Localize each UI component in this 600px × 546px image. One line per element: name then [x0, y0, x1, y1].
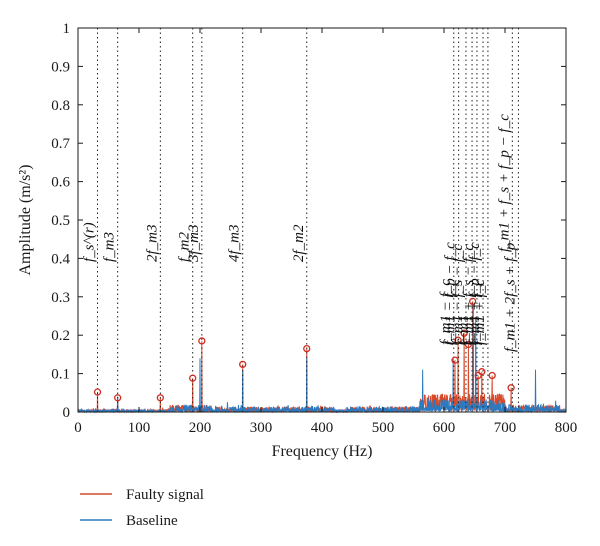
legend-label: Faulty signal	[126, 487, 204, 503]
peak-marker-0	[93, 388, 102, 396]
guide-lines	[97, 28, 519, 412]
peak-marker-13	[478, 368, 486, 376]
series-layer	[77, 301, 567, 414]
annotation-label: f_m1 − f_p − f_c	[443, 242, 459, 345]
legend-label: Baseline	[126, 513, 178, 529]
series-0-line	[77, 301, 567, 414]
x-tick-label: 500	[372, 420, 395, 436]
peak-marker-5	[239, 360, 247, 369]
annotation-label: f_m1 + 2f_s + f_p	[502, 242, 518, 352]
peak-marker-1	[114, 394, 122, 402]
annotation-label: f_m1 + f_s − f_c	[461, 244, 477, 345]
x-tick-label: 0	[74, 420, 82, 436]
annotation-label: f_m1 − f_c	[438, 279, 454, 345]
y-tick-label: 1	[63, 21, 71, 37]
annotation-label: f_m1	[456, 315, 472, 345]
annotation-label: 4f_m3	[227, 224, 243, 262]
peak-marker-2	[156, 394, 165, 402]
peak-marker-8	[454, 336, 462, 344]
peak-marker-6	[303, 344, 311, 353]
plot-frame	[77, 27, 567, 413]
x-axis-label: Frequency (Hz)	[272, 443, 373, 460]
annotation-label: 2f_m3	[144, 225, 160, 263]
annotation-label: f_m3	[102, 232, 118, 262]
y-tick-label: 0.3	[51, 290, 70, 306]
peak-marker-9	[460, 329, 468, 337]
legend: Faulty signal Baseline	[80, 487, 204, 529]
axes: 0 100 200 300 400 500 600 700 800 0 0.1 0.2 0.3 0.4 0.…	[17, 21, 577, 460]
y-tick-label: 0.7	[51, 136, 70, 152]
peak-marker-11	[469, 297, 477, 306]
annotation-label: f_m1 + f_p − f_c	[467, 242, 483, 345]
peak-markers	[93, 297, 515, 402]
y-tick-label: 0.5	[51, 213, 70, 229]
annotation-label: 2f_m2	[291, 224, 307, 262]
peak-marker-14	[488, 371, 496, 380]
annotation-label: f_m1 + f_c	[472, 279, 488, 345]
x-tick-label: 200	[189, 420, 212, 436]
annotation-label: f_m1 − f_s − f_c	[450, 244, 466, 345]
peak-marker-7	[451, 356, 459, 364]
peak-marker-10	[464, 340, 473, 349]
x-tick-label: 600	[433, 420, 456, 436]
x-tick-label: 700	[494, 420, 517, 436]
x-tick-label: 300	[250, 420, 273, 436]
x-tick-label: 100	[128, 420, 151, 436]
x-tick-label: 800	[555, 420, 578, 436]
y-axis-label: Amplitude (m/s²)	[17, 164, 34, 275]
annotation-label: f_m2	[177, 232, 193, 263]
x-tick-label: 400	[311, 420, 334, 436]
annotation-label: 3f_m3	[186, 225, 202, 264]
annotation-label: f_m1 + f_s + f_p − f_c	[496, 114, 512, 252]
y-tick-label: 0.9	[51, 59, 70, 75]
y-tick-label: 0.8	[51, 98, 70, 114]
annotation-label: f_s^(r)	[82, 222, 98, 262]
peak-marker-4	[198, 337, 206, 345]
y-tick-label: 0.1	[51, 367, 70, 383]
peak-marker-12	[474, 371, 482, 380]
y-tick-label: 0	[63, 405, 71, 421]
peak-marker-15	[507, 384, 515, 392]
y-tick-label: 0.6	[51, 175, 70, 191]
y-tick-label: 0.2	[51, 328, 70, 344]
y-tick-label: 0.4	[51, 251, 70, 267]
peak-marker-3	[189, 374, 197, 382]
